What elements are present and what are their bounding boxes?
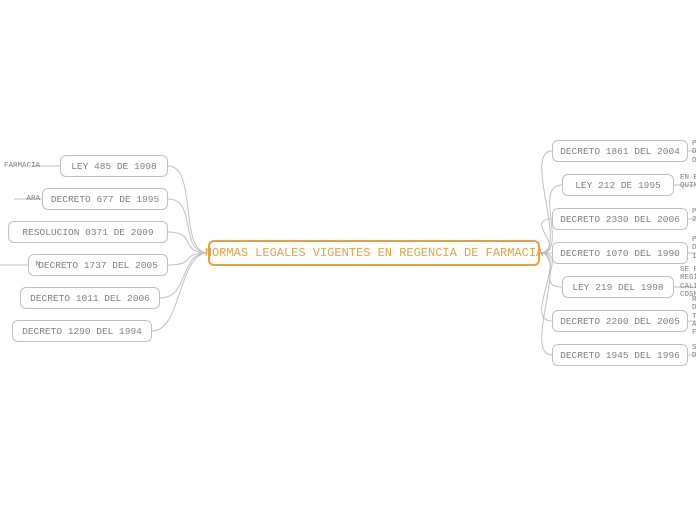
left-desc-3: N xyxy=(0,261,40,269)
right-label-4: LEY 219 DEL 1998 xyxy=(572,282,663,293)
right-desc-2: PO 20 xyxy=(692,208,696,225)
mindmap-canvas: NORMAS LEGALES VIGENTES EN REGENCIA DE F… xyxy=(0,0,696,520)
right-node-0[interactable]: DECRETO 1861 DEL 2004 xyxy=(552,140,688,162)
left-label-5: DECRETO 1290 DEL 1994 xyxy=(22,326,142,337)
left-label-2: RESOLUCION 0371 DE 2009 xyxy=(22,227,153,238)
left-desc-0: FARMACIA xyxy=(0,162,40,170)
right-node-2[interactable]: DECRETO 2330 DEL 2006 xyxy=(552,208,688,230)
right-node-5[interactable]: DECRETO 2200 DEL 2005 xyxy=(552,310,688,332)
right-label-0: DECRETO 1861 DEL 2004 xyxy=(560,146,680,157)
left-node-1[interactable]: DECRETO 677 DE 1995 xyxy=(42,188,168,210)
left-node-3[interactable]: DECRETO 1737 DEL 2005 xyxy=(28,254,168,276)
left-node-5[interactable]: DECRETO 1290 DEL 1994 xyxy=(12,320,152,342)
right-desc-0: PO DE DI xyxy=(692,140,696,165)
left-node-2[interactable]: RESOLUCION 0371 DE 2009 xyxy=(8,221,168,243)
right-desc-1: EN ELLA , QUIMICO xyxy=(680,174,696,191)
left-label-3: DECRETO 1737 DEL 2005 xyxy=(38,260,158,271)
right-label-5: DECRETO 2200 DEL 2005 xyxy=(560,316,680,327)
right-label-2: DECRETO 2330 DEL 2006 xyxy=(560,214,680,225)
right-desc-3: PO DE 17 xyxy=(692,236,696,261)
right-label-1: LEY 212 DE 1995 xyxy=(575,180,661,191)
right-desc-4: SE REGL REGÍMEN CALIDAD COSMÉTI xyxy=(680,266,696,299)
right-label-6: DECRETO 1945 DEL 1996 xyxy=(560,350,680,361)
right-desc-5: RE DI TE AC FA xyxy=(692,296,696,337)
right-node-3[interactable]: DECRETO 1070 DEL 1990 xyxy=(552,242,688,264)
right-label-3: DECRETO 1070 DEL 1990 xyxy=(560,248,680,259)
center-label: NORMAS LEGALES VIGENTES EN REGENCIA DE F… xyxy=(205,246,543,260)
left-label-1: DECRETO 677 DE 1995 xyxy=(51,194,159,205)
right-desc-6: SE DE xyxy=(692,344,696,361)
left-node-4[interactable]: DECRETO 1011 DEL 2006 xyxy=(20,287,160,309)
right-node-1[interactable]: LEY 212 DE 1995 xyxy=(562,174,674,196)
right-node-6[interactable]: DECRETO 1945 DEL 1996 xyxy=(552,344,688,366)
center-node[interactable]: NORMAS LEGALES VIGENTES EN REGENCIA DE F… xyxy=(208,240,540,266)
left-label-4: DECRETO 1011 DEL 2006 xyxy=(30,293,150,304)
left-label-0: LEY 485 DE 1998 xyxy=(71,161,157,172)
right-node-4[interactable]: LEY 219 DEL 1998 xyxy=(562,276,674,298)
left-desc-1: ARA xyxy=(0,195,40,203)
left-node-0[interactable]: LEY 485 DE 1998 xyxy=(60,155,168,177)
